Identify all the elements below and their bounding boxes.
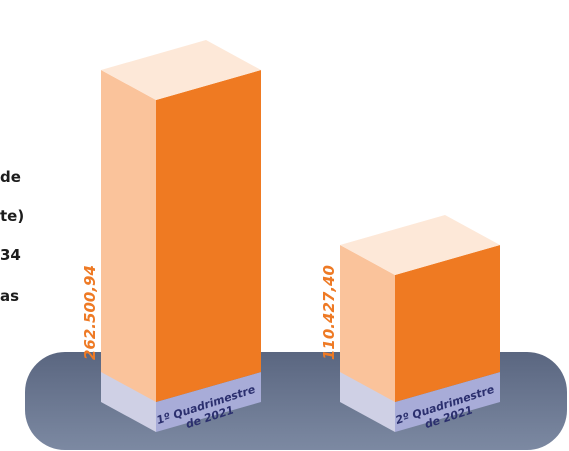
bar-1-side-face bbox=[156, 70, 261, 402]
bars-group bbox=[101, 40, 500, 432]
bar-2-top-face bbox=[340, 214, 500, 275]
cropped-text-line-3: 34 bbox=[0, 246, 21, 264]
value-label-1: 262.500,94 bbox=[81, 265, 99, 360]
bar-1-top-face bbox=[101, 40, 261, 100]
bar-1-front-face bbox=[101, 70, 156, 402]
bar-2-base-side bbox=[395, 372, 500, 432]
bar-2-front-face bbox=[340, 244, 395, 402]
bar-2-side-face bbox=[395, 244, 500, 402]
bar-2 bbox=[340, 214, 500, 432]
bar-1-base-side bbox=[156, 372, 261, 432]
cropped-text-line-2: te) bbox=[0, 207, 25, 225]
cropped-text-line-4: as bbox=[0, 287, 20, 305]
value-label-2: 110.427,40 bbox=[320, 265, 338, 360]
cropped-text-line-1: de bbox=[0, 168, 21, 186]
bar-1 bbox=[101, 40, 261, 432]
